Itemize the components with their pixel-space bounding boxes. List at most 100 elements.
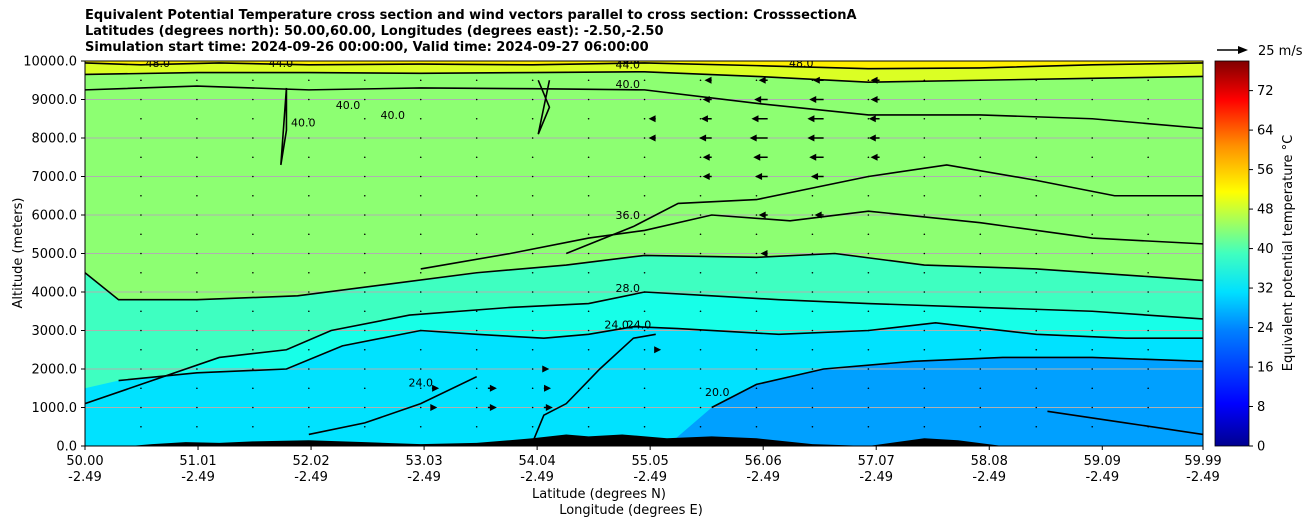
colorbar-tick-label: 64 <box>1257 124 1274 139</box>
wind-vector-dot <box>587 387 590 390</box>
colorbar-tick-label: 72 <box>1257 84 1274 99</box>
wind-vector-dot <box>363 194 366 197</box>
wind-vector-head <box>758 76 766 84</box>
contour-label: 24.0 <box>604 319 629 332</box>
wind-vector-dot <box>923 348 926 351</box>
wind-vector-dot <box>979 233 982 236</box>
wind-vector-dot <box>475 79 478 82</box>
wind-vector-dot <box>1035 425 1038 428</box>
wind-vector-dot <box>979 387 982 390</box>
wind-vector-dot <box>811 252 814 255</box>
wind-vector-dot <box>363 387 366 390</box>
contour-label: 40.0 <box>616 78 641 91</box>
wind-vector-dot <box>1035 175 1038 178</box>
wind-vector-dot <box>308 98 310 101</box>
wind-vector-dot <box>363 233 366 236</box>
wind-vector-dot <box>475 214 478 216</box>
wind-vector-dot <box>643 137 646 139</box>
x-tick-label-latitude: 57.07 <box>858 454 895 469</box>
wind-vector-dot <box>1147 98 1149 101</box>
wind-vector-dot <box>699 406 702 409</box>
x-tick-label-longitude: -2.49 <box>520 470 554 485</box>
wind-reference-key: 25 m/s <box>1217 44 1303 59</box>
wind-vector-dot <box>1147 329 1149 332</box>
wind-vector-dot <box>867 271 870 274</box>
wind-vector-dot <box>643 387 646 390</box>
wind-vector-dot <box>923 117 926 120</box>
wind-vector-dot <box>196 252 198 255</box>
wind-vector-dot <box>699 425 702 428</box>
wind-vector-dot <box>308 175 310 178</box>
wind-vector-dot <box>531 348 534 351</box>
wind-vector-dot <box>531 406 534 409</box>
x-tick-label-latitude: 50.00 <box>66 454 103 469</box>
wind-vector-dot <box>363 252 366 255</box>
contour-label: 24.0 <box>627 319 652 332</box>
wind-vector-dot <box>1147 252 1149 255</box>
wind-vector-dot <box>308 79 310 82</box>
wind-vector-dot <box>475 271 478 274</box>
wind-vector-head <box>702 173 710 180</box>
wind-vector-dot <box>252 252 254 255</box>
wind-vector-dot <box>1147 117 1149 120</box>
wind-vector-dot <box>252 79 254 82</box>
colorbar-tick-label: 56 <box>1257 163 1274 178</box>
wind-vector-dot <box>419 368 422 370</box>
contour-line <box>280 87 288 166</box>
wind-vector-dot <box>475 194 478 197</box>
wind-vector-dot <box>979 425 982 428</box>
wind-vector-dot <box>1035 310 1038 313</box>
wind-vector-dot <box>755 79 758 82</box>
wind-vector-dot <box>363 425 366 428</box>
wind-vector-dot <box>1147 79 1149 82</box>
wind-vector-dot <box>419 98 422 101</box>
wind-vector-dot <box>587 271 590 274</box>
wind-vector-dot <box>643 271 646 274</box>
wind-vector-head <box>870 96 878 103</box>
x-tick-label-longitude: -2.49 <box>972 470 1006 485</box>
wind-vector-head <box>489 404 497 411</box>
y-tick-label: 1000.0 <box>32 401 78 416</box>
wind-vector-dot <box>699 79 702 82</box>
wind-vector-dot <box>811 214 814 216</box>
colorbar-tick-label: 0 <box>1257 440 1265 455</box>
chart-title-line-2: Latitudes (degrees north): 50.00,60.00, … <box>85 24 664 39</box>
wind-vector-dot <box>755 348 758 351</box>
wind-vector-dot <box>1147 310 1149 313</box>
wind-vector-dot <box>419 156 422 159</box>
wind-vector-dot <box>475 252 478 255</box>
field-band <box>85 61 1203 69</box>
wind-vector-dot <box>140 214 142 216</box>
wind-vector-dot <box>308 156 310 159</box>
wind-vector-dot <box>643 406 646 409</box>
wind-vector-dot <box>979 175 982 178</box>
wind-vector-head <box>753 153 761 161</box>
wind-vector-dot <box>699 348 702 351</box>
wind-vector-dot <box>923 291 926 293</box>
wind-vector-dot <box>1091 79 1094 82</box>
wind-vector-dot <box>811 271 814 274</box>
wind-vector-dot <box>867 252 870 255</box>
wind-vector-dot <box>867 214 870 216</box>
wind-vector-head <box>868 134 876 142</box>
wind-vector-dot <box>699 175 702 178</box>
wind-vector-dot <box>531 233 534 236</box>
wind-vector-dot <box>1035 156 1038 159</box>
wind-vector-head <box>749 134 757 142</box>
wind-vector-dot <box>531 79 534 82</box>
wind-vector-dot <box>363 329 366 332</box>
wind-vector-head <box>489 384 497 392</box>
wind-vector-dot <box>867 406 870 409</box>
wind-vector-dot <box>643 368 646 370</box>
y-tick-label: 9000.0 <box>32 93 78 108</box>
wind-vector-dot <box>1035 348 1038 351</box>
wind-vector-dot <box>1147 291 1149 293</box>
wind-vector-dot <box>867 79 870 82</box>
wind-vector-dot <box>1035 98 1038 101</box>
wind-vector-dot <box>196 387 198 390</box>
wind-vector-dot <box>699 329 702 332</box>
wind-vector-dot <box>1147 348 1149 351</box>
wind-vector-dot <box>419 348 422 351</box>
plot-area: 48.0 44.040.040.040.048.044.040.048.036.0… <box>85 61 1203 446</box>
x-axis-label-latitude: Latitude (degrees N) <box>532 487 666 502</box>
